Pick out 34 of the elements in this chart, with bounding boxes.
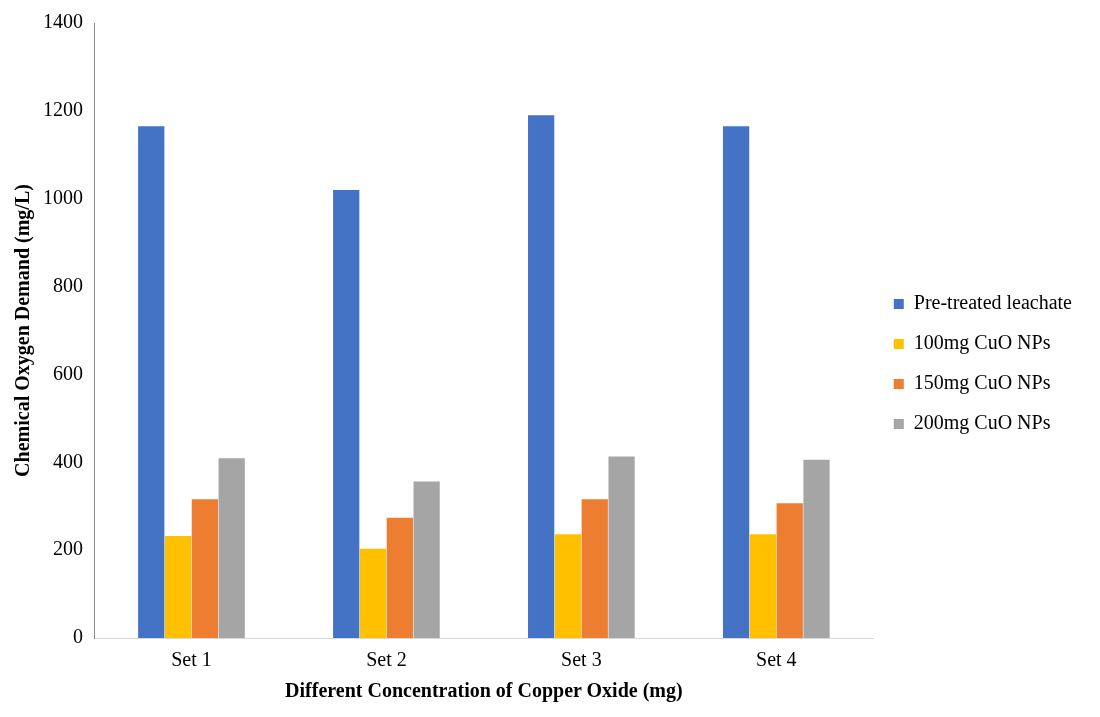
y-tick-label: 200 (53, 537, 83, 560)
legend-label: 200mg CuO NPs (913, 411, 1051, 435)
bar (413, 481, 440, 638)
bar (164, 536, 192, 638)
legend-label: 150mg CuO NPs (913, 371, 1051, 395)
y-tick-label: 400 (53, 449, 83, 472)
legend-label: Pre-treated leachate (913, 291, 1073, 314)
bar (386, 517, 413, 638)
x-axis-title: Different Concentration of Copper Oxide (mg) (285, 679, 683, 703)
y-axis-title: Chemical Oxygen Demand (mg/L) (11, 184, 35, 477)
x-tick-label: Set 4 (756, 648, 797, 671)
bar (776, 503, 803, 638)
legend-label: 100mg CuO NPs (913, 331, 1051, 355)
bar (581, 499, 608, 638)
bar (359, 548, 387, 638)
y-tick-label: 600 (53, 361, 83, 384)
y-tick-label: 1000 (43, 185, 83, 208)
bar (608, 456, 635, 638)
bar (191, 499, 219, 638)
y-tick-label: 1200 (43, 98, 83, 121)
bar (333, 189, 360, 638)
y-tick-label: 800 (53, 273, 83, 296)
x-tick-label: Set 3 (561, 648, 602, 671)
bar (749, 534, 777, 638)
x-tick-label: Set 2 (366, 648, 407, 671)
bar (528, 115, 555, 638)
y-tick-label: 1400 (43, 10, 83, 33)
bar (138, 126, 165, 638)
bar (554, 534, 582, 638)
bar (722, 126, 750, 638)
y-tick-label: 0 (73, 625, 83, 648)
x-tick-label: Set 1 (171, 648, 212, 671)
bar (218, 458, 245, 638)
bar (803, 459, 830, 638)
